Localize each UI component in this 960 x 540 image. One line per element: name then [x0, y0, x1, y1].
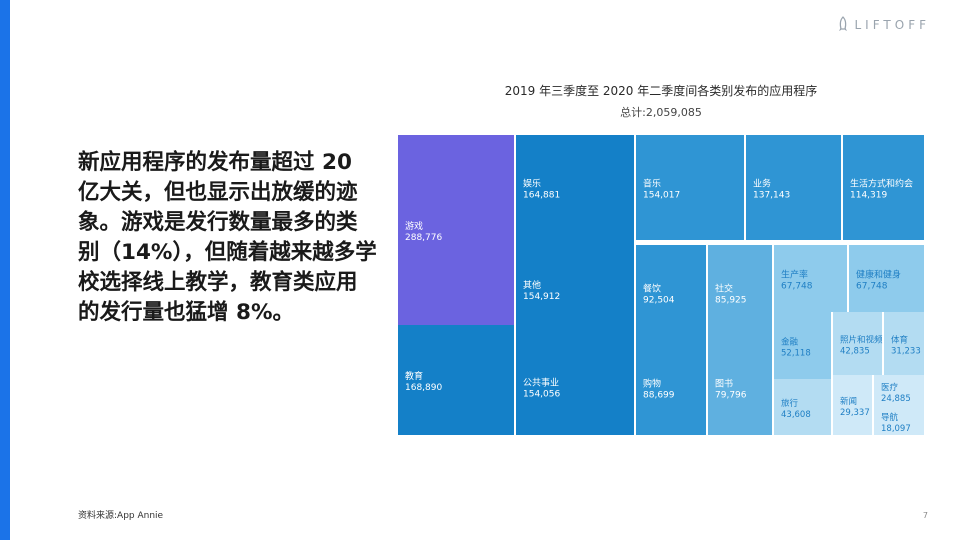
- treemap-rect: [774, 379, 831, 435]
- treemap-value: 85,925: [715, 296, 747, 306]
- treemap-value: 52,118: [781, 349, 811, 359]
- headline: 新应用程序的发布量超过 20 亿大关，但也显示出放缓的迹象。游戏是发行数量最多的…: [78, 150, 377, 325]
- rocket-icon: [838, 16, 847, 31]
- treemap-label: 其他: [523, 279, 541, 291]
- logo-text: LIFTOFF: [854, 18, 930, 32]
- treemap-value: 114,319: [850, 191, 887, 201]
- treemap-label: 购物: [643, 378, 661, 390]
- treemap-label: 导航: [881, 412, 899, 423]
- treemap-value: 42,835: [840, 347, 870, 357]
- treemap-label: 音乐: [643, 178, 661, 190]
- treemap-value: 154,912: [523, 292, 560, 302]
- treemap-value: 88,699: [643, 391, 675, 401]
- treemap-rect: [843, 135, 924, 240]
- treemap-label: 游戏: [405, 220, 423, 232]
- treemap-label: 娱乐: [523, 178, 541, 190]
- treemap-value: 154,017: [643, 191, 680, 201]
- treemap-label: 业务: [753, 178, 771, 190]
- treemap-value: 168,890: [405, 383, 442, 393]
- treemap-rect: [708, 245, 772, 340]
- treemap-label: 照片和视频: [840, 335, 883, 346]
- treemap-rect: [746, 135, 841, 240]
- source-note: 资料来源:App Annie: [78, 511, 164, 521]
- treemap-rect: [516, 240, 634, 338]
- treemap-rect: [636, 340, 706, 435]
- treemap-rect: [636, 135, 744, 240]
- treemap-rect: [516, 135, 634, 240]
- treemap-value: 43,608: [781, 410, 811, 420]
- treemap-label: 公共事业: [523, 377, 559, 389]
- treemap-label: 体育: [891, 335, 908, 346]
- chart-title: 2019 年三季度至 2020 年二季度间各类别发布的应用程序: [504, 84, 818, 98]
- treemap-rect: [398, 325, 514, 435]
- treemap-label: 餐饮: [643, 283, 661, 295]
- treemap-rect: [398, 135, 514, 325]
- treemap-rect: [849, 245, 924, 312]
- treemap-label: 新闻: [840, 396, 857, 407]
- logo: LIFTOFF: [837, 16, 931, 34]
- treemap-rect: [774, 245, 847, 312]
- chart-subtitle: 总计:2,059,085: [620, 106, 702, 119]
- treemap-value: 137,143: [753, 191, 790, 201]
- treemap-rect: [636, 245, 706, 340]
- treemap-rect: [774, 312, 831, 379]
- treemap-rect: [833, 312, 882, 375]
- treemap-label: 教育: [405, 370, 423, 382]
- treemap-value: 24,885: [881, 394, 911, 404]
- treemap-label: 生产率: [781, 269, 808, 281]
- treemap-value: 67,748: [781, 282, 813, 292]
- treemap-value: 164,881: [523, 191, 560, 201]
- treemap-value: 18,097: [881, 424, 911, 434]
- treemap-rect: [708, 340, 772, 435]
- page-number: 7: [922, 511, 928, 520]
- treemap-label: 医疗: [881, 382, 899, 393]
- treemap-value: 67,748: [856, 282, 888, 292]
- treemap-value: 92,504: [643, 296, 675, 306]
- treemap-value: 288,776: [405, 233, 442, 243]
- treemap-rect: [884, 312, 924, 375]
- treemap-rect: [516, 338, 634, 435]
- treemap-label: 旅行: [781, 398, 799, 409]
- treemap-label: 生活方式和约会: [850, 178, 913, 190]
- treemap-chart: 游戏288,776教育168,890娱乐164,881其他154,912公共事业…: [398, 135, 924, 435]
- treemap-label: 社交: [715, 283, 733, 295]
- treemap-label: 健康和健身: [856, 269, 901, 281]
- treemap-value: 31,233: [891, 347, 921, 357]
- treemap-value: 154,056: [523, 390, 560, 400]
- accent-bar: [0, 0, 10, 540]
- treemap-label: 金融: [781, 337, 799, 348]
- treemap-rect: [874, 407, 924, 435]
- treemap-label: 图书: [715, 379, 733, 390]
- treemap-value: 29,337: [840, 408, 870, 418]
- treemap-rect: [874, 375, 924, 407]
- treemap-value: 79,796: [715, 391, 747, 401]
- treemap-rect: [833, 375, 872, 435]
